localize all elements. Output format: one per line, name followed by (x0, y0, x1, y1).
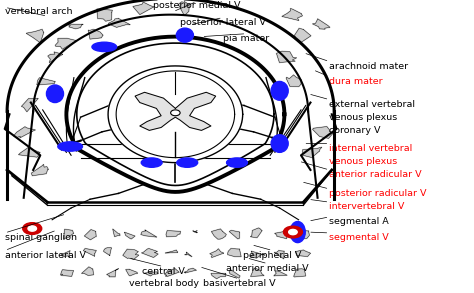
Polygon shape (211, 273, 226, 279)
Polygon shape (210, 249, 224, 258)
Polygon shape (229, 230, 239, 239)
Polygon shape (295, 250, 310, 256)
Text: vertebral body: vertebral body (128, 279, 199, 288)
Polygon shape (185, 252, 192, 257)
Text: posterior medial V: posterior medial V (153, 1, 240, 11)
Circle shape (289, 229, 297, 235)
Polygon shape (184, 268, 196, 273)
Polygon shape (229, 270, 240, 278)
Circle shape (171, 110, 180, 116)
Text: anterior radicular V: anterior radicular V (329, 170, 422, 179)
Polygon shape (294, 28, 311, 42)
Text: segmental A: segmental A (329, 217, 389, 226)
Polygon shape (141, 230, 157, 237)
Ellipse shape (227, 158, 247, 167)
Polygon shape (313, 127, 333, 138)
Circle shape (28, 226, 36, 231)
Text: internal vertebral: internal vertebral (329, 144, 413, 153)
Polygon shape (165, 250, 178, 253)
Polygon shape (21, 98, 38, 112)
Polygon shape (274, 271, 287, 276)
Polygon shape (142, 248, 158, 257)
Polygon shape (83, 248, 96, 256)
Polygon shape (123, 249, 139, 259)
Text: anterior lateral V: anterior lateral V (5, 251, 86, 260)
Ellipse shape (271, 135, 288, 152)
Polygon shape (31, 164, 48, 176)
Circle shape (283, 226, 302, 238)
Polygon shape (250, 228, 262, 238)
Polygon shape (166, 231, 181, 237)
Text: venous plexus: venous plexus (329, 113, 398, 122)
Polygon shape (193, 230, 197, 233)
Polygon shape (276, 51, 296, 63)
Text: pia mater: pia mater (223, 34, 270, 43)
Polygon shape (312, 19, 330, 29)
Polygon shape (296, 231, 310, 239)
Polygon shape (14, 127, 36, 138)
Polygon shape (37, 78, 55, 85)
Polygon shape (68, 24, 83, 29)
Text: posterior lateral V: posterior lateral V (180, 18, 266, 27)
Polygon shape (274, 251, 284, 259)
Polygon shape (113, 229, 120, 237)
Text: vertebral arch: vertebral arch (5, 7, 72, 16)
Polygon shape (211, 229, 226, 239)
Ellipse shape (46, 85, 64, 103)
Polygon shape (294, 269, 306, 277)
Polygon shape (18, 148, 40, 157)
Text: venous plexus: venous plexus (329, 157, 398, 166)
Ellipse shape (177, 158, 198, 167)
Text: posterior radicular V: posterior radicular V (329, 189, 427, 198)
Polygon shape (164, 269, 179, 276)
Text: coronary V: coronary V (329, 126, 381, 135)
Polygon shape (88, 29, 103, 39)
Polygon shape (116, 71, 235, 158)
Text: anterior medial V: anterior medial V (227, 264, 309, 273)
Polygon shape (26, 29, 44, 43)
Polygon shape (251, 268, 264, 277)
Polygon shape (250, 251, 265, 258)
Polygon shape (274, 231, 287, 239)
Polygon shape (66, 37, 284, 192)
Polygon shape (282, 8, 302, 21)
Polygon shape (109, 18, 130, 27)
Polygon shape (104, 248, 111, 256)
Polygon shape (55, 38, 76, 49)
Ellipse shape (92, 42, 117, 52)
Polygon shape (135, 92, 216, 130)
Polygon shape (61, 251, 70, 257)
Polygon shape (133, 2, 154, 15)
Polygon shape (107, 269, 118, 277)
Polygon shape (48, 52, 63, 63)
Polygon shape (125, 232, 135, 239)
Polygon shape (126, 269, 138, 276)
Text: central V: central V (142, 267, 185, 276)
Text: external vertebral: external vertebral (329, 100, 415, 109)
Text: peripheral V: peripheral V (243, 251, 302, 260)
Text: basivertebral V: basivertebral V (203, 279, 276, 288)
Ellipse shape (290, 222, 305, 243)
Circle shape (23, 223, 42, 234)
Polygon shape (178, 2, 189, 16)
Text: dura mater: dura mater (329, 77, 383, 86)
Ellipse shape (176, 28, 193, 42)
Polygon shape (84, 229, 96, 240)
Polygon shape (286, 75, 301, 87)
Polygon shape (82, 267, 93, 275)
Ellipse shape (271, 81, 288, 100)
Text: segmental V: segmental V (329, 233, 389, 242)
Polygon shape (64, 229, 73, 239)
Ellipse shape (141, 158, 162, 167)
Text: spinal ganglion: spinal ganglion (5, 233, 77, 242)
Polygon shape (228, 248, 241, 257)
Polygon shape (302, 147, 322, 158)
Text: intervertebral V: intervertebral V (329, 202, 405, 211)
Text: arachnoid mater: arachnoid mater (329, 62, 409, 71)
Ellipse shape (58, 142, 82, 151)
Polygon shape (144, 272, 158, 276)
Polygon shape (61, 270, 73, 276)
Polygon shape (97, 9, 112, 21)
Polygon shape (108, 66, 243, 163)
